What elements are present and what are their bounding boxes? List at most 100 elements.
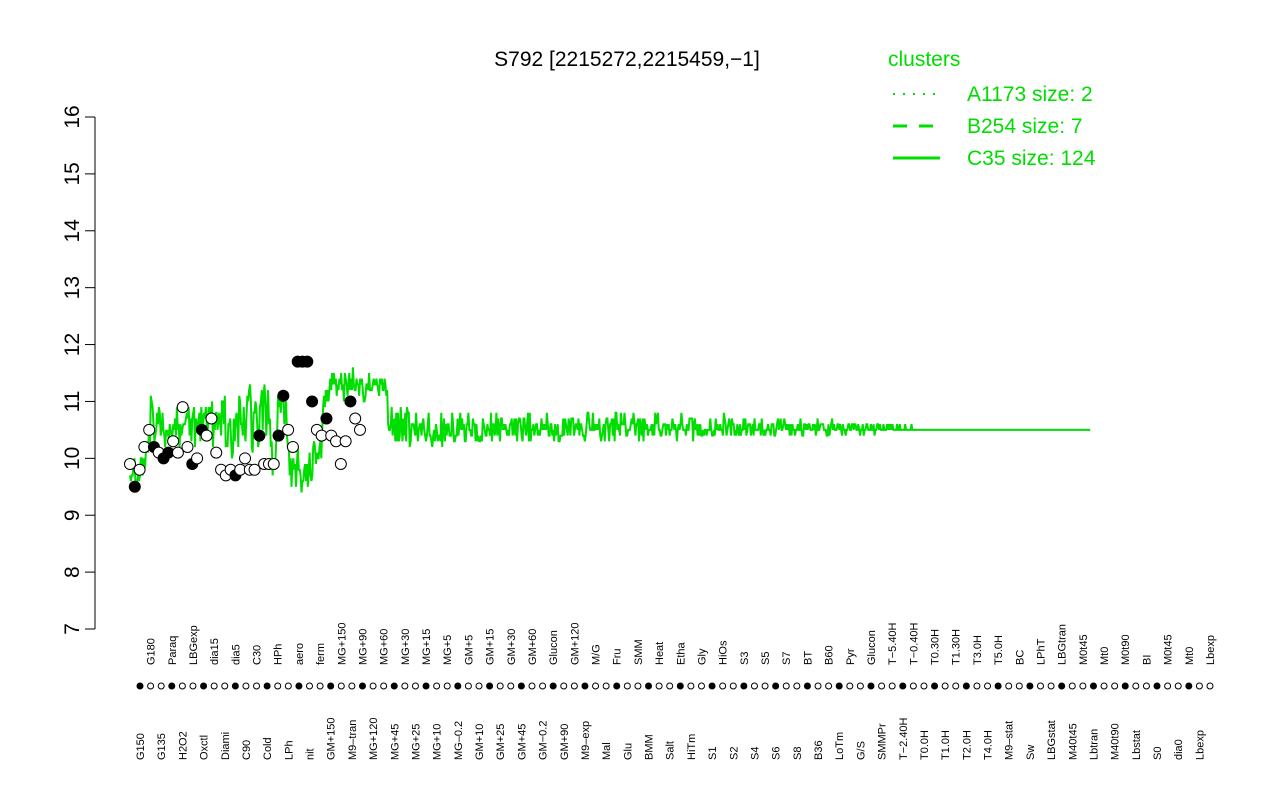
data-point xyxy=(349,412,362,425)
x-tick-label: C30 xyxy=(252,645,264,665)
bottom-marker xyxy=(486,682,494,690)
bottom-marker xyxy=(846,682,854,690)
data-point xyxy=(167,435,180,448)
data-point xyxy=(339,435,352,448)
bottom-marker xyxy=(772,682,780,690)
bottom-marker xyxy=(962,682,970,690)
bottom-marker xyxy=(295,682,303,690)
x-tick-label: GM+15 xyxy=(485,629,497,665)
bottom-marker xyxy=(867,682,875,690)
x-tick-label: T−2.40H xyxy=(898,717,910,760)
data-point xyxy=(191,452,204,465)
legend-entry-a1173: A1173 size: 2 xyxy=(967,83,1093,106)
x-tick-label: HPh xyxy=(273,644,285,665)
data-point xyxy=(344,395,357,408)
bottom-marker xyxy=(454,682,462,690)
data-point xyxy=(248,463,261,476)
data-point xyxy=(200,429,213,442)
bottom-marker xyxy=(1185,682,1193,690)
bottom-marker xyxy=(1153,682,1161,690)
bottom-marker xyxy=(878,682,886,690)
x-tick-label: GM+90 xyxy=(559,724,571,760)
bottom-marker xyxy=(549,682,557,690)
x-tick-label: Lbexp xyxy=(1194,730,1206,760)
y-tick-label: 12 xyxy=(61,333,84,356)
x-tick-label: dia15 xyxy=(209,638,221,665)
x-tick-label: Mt0 xyxy=(1184,647,1196,665)
x-tick-label: MG+60 xyxy=(379,629,391,665)
x-tick-label: T0.30H xyxy=(930,629,942,665)
data-point xyxy=(286,440,299,453)
x-tick-label: GM+30 xyxy=(506,629,518,665)
x-tick-label: LPh xyxy=(283,740,295,760)
bottom-marker xyxy=(613,682,621,690)
x-tick-label: BI xyxy=(1141,655,1153,665)
x-tick-label: MG+150 xyxy=(336,623,348,666)
x-tick-label: aero xyxy=(294,643,306,665)
bottom-marker xyxy=(740,682,748,690)
y-tick-label: 16 xyxy=(61,105,84,128)
x-tick-label: BT xyxy=(802,651,814,665)
x-tick-label: SMM xyxy=(633,639,645,665)
y-tick-label: 8 xyxy=(61,566,84,578)
bottom-marker xyxy=(1068,682,1076,690)
x-tick-label: S1 xyxy=(707,747,719,760)
bottom-marker xyxy=(422,682,430,690)
bottom-marker xyxy=(814,682,822,690)
y-tick-label: 14 xyxy=(61,219,84,243)
bottom-marker xyxy=(952,682,960,690)
bottom-marker xyxy=(284,682,292,690)
x-tick-label: S2 xyxy=(728,747,740,760)
bottom-marker xyxy=(1142,682,1150,690)
bottom-marker xyxy=(687,682,695,690)
bottom-marker xyxy=(602,682,610,690)
data-point xyxy=(306,395,319,408)
x-tick-label: T1.0H xyxy=(940,730,952,760)
x-tick-label: M0t90 xyxy=(1120,634,1132,665)
bottom-marker xyxy=(464,682,472,690)
data-point xyxy=(176,401,189,414)
bottom-marker xyxy=(676,682,684,690)
x-tick-label: T−0.40H xyxy=(908,622,920,665)
bottom-marker xyxy=(984,682,992,690)
bottom-marker xyxy=(443,682,451,690)
x-tick-label: B60 xyxy=(824,645,836,665)
x-tick-label: T1.30H xyxy=(951,629,963,665)
x-tick-label: dia0 xyxy=(1173,739,1185,760)
data-point xyxy=(320,412,333,425)
bottom-marker xyxy=(348,682,356,690)
data-point xyxy=(334,458,347,471)
x-tick-label: S8 xyxy=(792,747,804,760)
bottom-marker xyxy=(782,682,790,690)
bottom-marker xyxy=(168,682,176,690)
x-tick-label: LoTm xyxy=(834,732,846,760)
bottom-marker xyxy=(358,682,366,690)
x-tick-label: GM+60 xyxy=(527,629,539,665)
x-tick-label: M9–stat xyxy=(1004,721,1016,760)
bottom-marker xyxy=(1036,682,1044,690)
x-tick-label: MG+45 xyxy=(389,724,401,760)
bottom-marker xyxy=(210,682,218,690)
data-point xyxy=(124,458,136,471)
data-point xyxy=(171,446,184,459)
data-point xyxy=(282,423,295,436)
x-tick-label: G150 xyxy=(135,733,147,760)
bottom-marker xyxy=(411,682,419,690)
data-point xyxy=(301,355,314,368)
x-tick-label: LBGtran xyxy=(1057,624,1069,665)
x-tick-label: T2.0H xyxy=(961,730,973,760)
x-tick-label: M/G xyxy=(591,644,603,665)
bottom-marker xyxy=(994,682,1002,690)
data-points xyxy=(124,355,366,493)
bottom-marker xyxy=(539,682,547,690)
bottom-marker xyxy=(274,682,282,690)
x-tick-label: S3 xyxy=(739,652,751,665)
x-tick-label: Paraq xyxy=(167,636,179,665)
y-axis: 7 8 9 10 11 12 13 14 15 16 xyxy=(61,105,96,635)
y-tick-label: 7 xyxy=(61,623,84,635)
legend-entry-c35: C35 size: 124 xyxy=(967,147,1096,170)
x-tick-label: Glu xyxy=(622,743,634,760)
bottom-marker xyxy=(200,682,208,690)
bottom-marker xyxy=(1079,682,1087,690)
